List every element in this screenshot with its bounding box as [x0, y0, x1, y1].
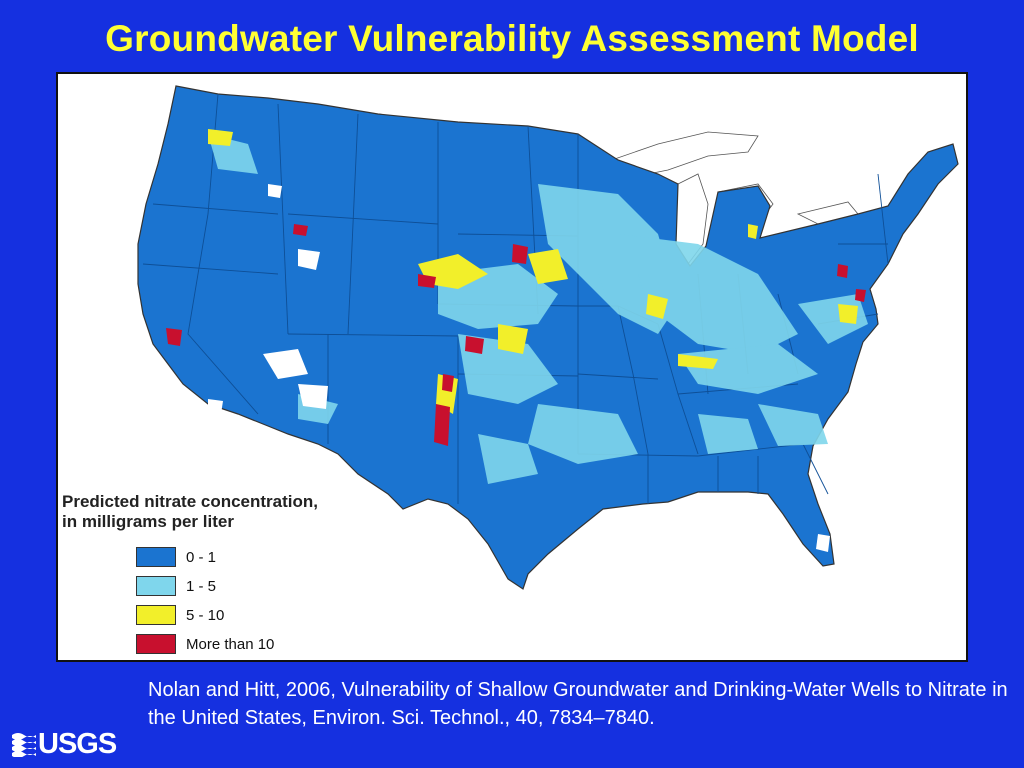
legend-swatch: [136, 576, 176, 596]
no-data-areas: [208, 184, 830, 552]
legend-label: 5 - 10: [186, 606, 225, 624]
legend-items: 0 - 1 1 - 5 5 - 10 More than 10: [136, 544, 392, 657]
us-map-svg: [137, 85, 959, 590]
map-legend: Predicted nitrate concentration, in mill…: [62, 492, 392, 660]
usgs-logo-text: USGS: [38, 727, 117, 760]
us-landmass: [137, 85, 959, 590]
legend-item: 1 - 5: [136, 573, 392, 599]
legend-label: 0 - 1: [186, 548, 217, 566]
legend-item: 0 - 1: [136, 544, 392, 570]
legend-label: More than 10: [186, 635, 275, 653]
citation-text: Nolan and Hitt, 2006, Vulnerability of S…: [148, 679, 1008, 729]
legend-label: 1 - 5: [186, 577, 217, 595]
usgs-logo: USGS: [12, 726, 117, 762]
legend-swatch: [136, 605, 176, 625]
usgs-wave-icon: [12, 733, 36, 757]
legend-swatch: [136, 634, 176, 654]
zone-over-10: [166, 224, 866, 446]
legend-swatch: [136, 547, 176, 567]
legend-title-line2: in milligrams per liter: [62, 512, 234, 531]
zone-5-10: [208, 129, 858, 414]
slide-title: Groundwater Vulnerability Assessment Mod…: [105, 18, 919, 59]
nitrate-map: Predicted nitrate concentration, in mill…: [56, 72, 968, 662]
legend-item: More than 10: [136, 631, 392, 657]
legend-title-line1: Predicted nitrate concentration,: [62, 492, 318, 511]
legend-item: 5 - 10: [136, 602, 392, 628]
